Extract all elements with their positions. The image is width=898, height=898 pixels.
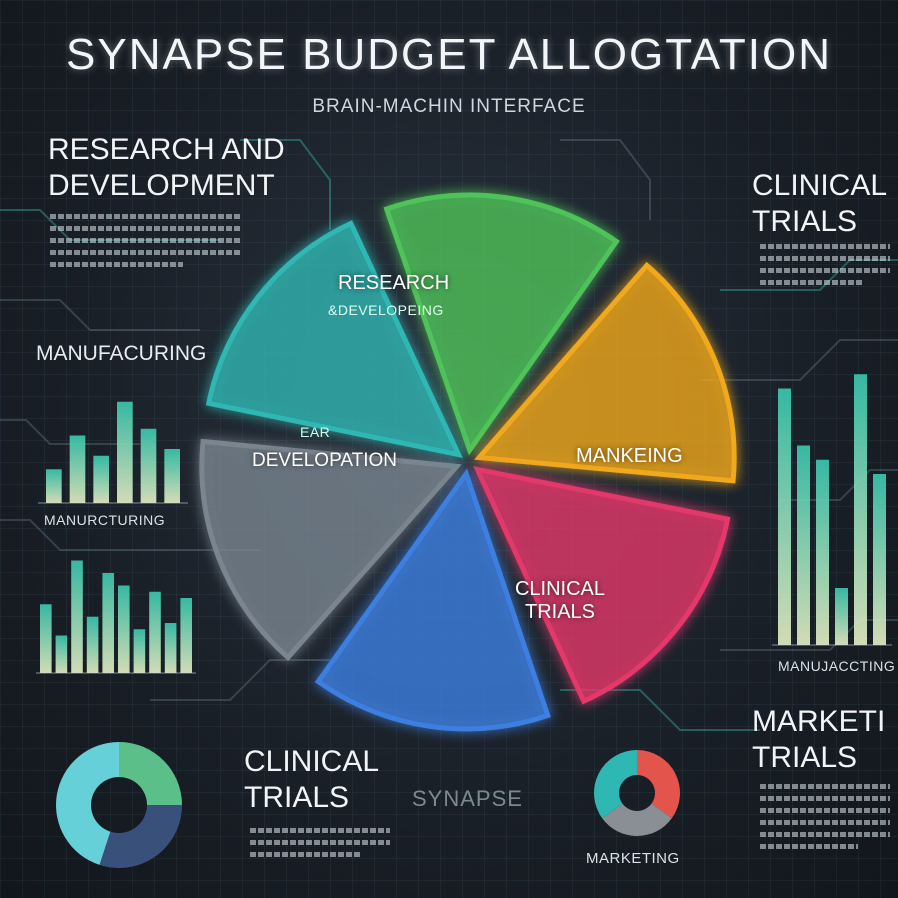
bar-2 — [55, 635, 68, 673]
bar-6 — [873, 474, 886, 645]
pie-slice-3 — [473, 466, 731, 705]
synapse-watermark: SYNAPSE — [412, 786, 523, 811]
pie-slice-4 — [314, 468, 551, 732]
bar-6 — [164, 449, 180, 503]
bar-6 — [118, 585, 130, 673]
donut-slice-3 — [594, 750, 637, 819]
pie-slice-6 — [205, 220, 463, 459]
bar-chart-left-bottom — [36, 560, 196, 674]
bar-4 — [117, 401, 133, 503]
clinical-trials-top-line1: CLINICAL — [752, 169, 888, 202]
manufacturing-right-label: MANUJACCTING — [778, 658, 896, 674]
bar-4 — [835, 588, 848, 645]
manufacturing-bar-label: MANURCTURING — [44, 512, 166, 528]
bar-8 — [149, 591, 161, 673]
page-title: SYNAPSE BUDGET ALLOGTATION — [66, 30, 832, 79]
bar-10 — [180, 598, 192, 673]
clinical-trials-bottom-line2: TRIALS — [244, 781, 350, 814]
donut-slice-1 — [119, 742, 182, 805]
bar-9 — [164, 623, 177, 673]
slice-label-development: DEVELOPATION — [252, 450, 397, 471]
bar-chart-right — [772, 374, 892, 646]
marketing-trials-text-block — [760, 784, 890, 856]
marketing-trials-heading: MARKETI TRIALS — [752, 704, 885, 776]
bar-1 — [778, 388, 791, 645]
research-dev-heading-line1: RESEARCH AND — [48, 133, 285, 166]
bar-2 — [797, 445, 810, 645]
clinical-trials-bottom-heading: CLINICAL TRIALS — [244, 744, 379, 816]
donut-slice-2 — [602, 803, 672, 836]
pie-slice-1 — [383, 192, 620, 456]
pie-slice-2 — [474, 261, 737, 484]
bar-1 — [46, 469, 62, 503]
bar-1 — [40, 604, 52, 673]
bar-chart-manufacturing — [38, 401, 188, 504]
marketing-trials-line2: TRIALS — [752, 741, 858, 774]
marketing-bottom-label: MARKETING — [586, 850, 680, 867]
research-dev-text-block — [50, 214, 240, 274]
manufacturing-left-label: MANUFACURING — [36, 342, 207, 365]
donut-chart-left — [55, 742, 182, 868]
clinical-trials-top-heading: CLINICAL TRIALS — [752, 168, 887, 240]
page-subtitle: BRAIN-MACHIN INTERFACE — [312, 96, 586, 117]
research-dev-heading-line2: DEVELOPMENT — [48, 169, 275, 202]
donut-slice-1 — [637, 750, 680, 819]
circuit-trace — [700, 339, 898, 381]
slice-label-research: RESEARCH — [338, 272, 450, 294]
bar-4 — [86, 616, 99, 673]
clinical-trials-text-block — [760, 244, 890, 292]
slice-sublabel-development: EAR — [300, 424, 331, 440]
research-dev-heading: RESEARCH AND DEVELOPMENT — [48, 132, 285, 204]
bar-5 — [102, 573, 114, 673]
bar-3 — [71, 560, 83, 673]
marketing-trials-line1: MARKETI — [752, 705, 886, 738]
bar-3 — [816, 459, 829, 645]
clinical-trials-bottom-line1: CLINICAL — [244, 745, 380, 778]
bar-3 — [93, 455, 109, 503]
bar-5 — [140, 428, 157, 503]
circuit-trace — [150, 659, 330, 701]
slice-label-marketing: MANKEING — [576, 445, 683, 467]
circuit-trace — [560, 139, 651, 220]
donut-slice-2 — [99, 805, 182, 868]
circuit-trace — [0, 419, 140, 445]
circuit-trace — [0, 299, 200, 331]
slice-label-clinical-text: CLINICAL TRIALS — [514, 578, 606, 623]
donut-slice-3 — [55, 742, 119, 865]
pie-slice-5 — [199, 438, 462, 661]
clinical-trials-bottom-text-block — [250, 828, 390, 864]
clinical-trials-top-line2: TRIALS — [752, 205, 858, 238]
bar-2 — [69, 435, 86, 503]
bar-5 — [854, 374, 867, 645]
circuit-trace — [240, 139, 331, 230]
slice-label-clinical: CLINICAL TRIALS — [504, 578, 616, 624]
bar-7 — [133, 629, 146, 673]
circuit-trace — [0, 519, 260, 551]
donut-chart-right — [594, 750, 680, 836]
slice-sublabel-research: &DEVELOPEING — [328, 302, 444, 318]
